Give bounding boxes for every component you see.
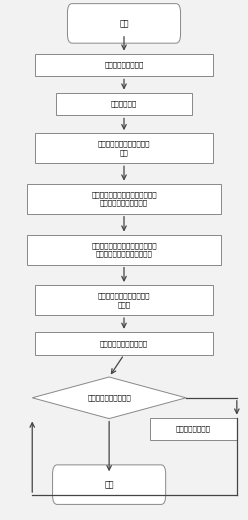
Bar xyxy=(56,93,192,115)
Bar xyxy=(35,285,213,315)
Text: 计算划分出的每点的代价函
数值: 计算划分出的每点的代价函 数值 xyxy=(98,140,150,156)
Text: 得到权重后，对每一个维度的坐标
经行加权求和，得到初始位置: 得到权重后，对每一个维度的坐标 经行加权求和，得到初始位置 xyxy=(91,242,157,257)
FancyBboxPatch shape xyxy=(67,4,181,43)
Text: 将每个点的代价函数值代到卡方分
布密度函数中并作为权重: 将每个点的代价函数值代到卡方分 布密度函数中并作为权重 xyxy=(91,191,157,206)
Text: 对目标函数经行二阶台劳级
数展开: 对目标函数经行二阶台劳级 数展开 xyxy=(98,292,150,308)
Bar xyxy=(27,184,221,214)
Text: 是否满足迭代终止条件: 是否满足迭代终止条件 xyxy=(87,395,131,401)
Bar xyxy=(150,418,237,440)
Bar xyxy=(35,332,213,355)
Text: 对网格区域进行划分: 对网格区域进行划分 xyxy=(104,62,144,68)
Text: 对目标函数经行一阶求导: 对目标函数经行一阶求导 xyxy=(100,340,148,346)
Text: 结束: 结束 xyxy=(104,480,114,489)
FancyBboxPatch shape xyxy=(53,465,166,504)
Bar xyxy=(35,54,213,76)
Text: 开始: 开始 xyxy=(119,19,129,28)
Text: 对未知量经行迭代: 对未知量经行迭代 xyxy=(176,426,211,432)
Bar xyxy=(35,133,213,163)
Text: 建立代价函数: 建立代价函数 xyxy=(111,101,137,107)
Bar xyxy=(27,235,221,265)
Polygon shape xyxy=(32,377,186,419)
